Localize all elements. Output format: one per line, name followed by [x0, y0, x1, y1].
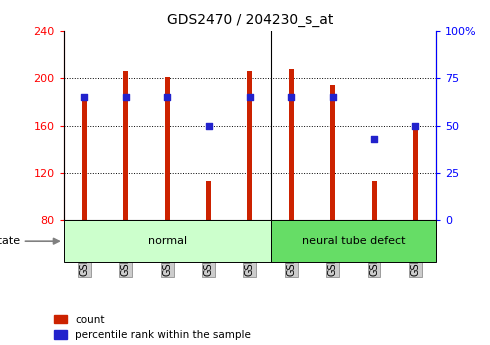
Point [205, 123, 213, 128]
Point [122, 95, 130, 100]
Point [163, 95, 171, 100]
Point [246, 95, 254, 100]
Point [329, 95, 337, 100]
Bar [82, 98, 87, 220]
Bar [165, 77, 170, 220]
Bar [64, 220, 270, 262]
Bar [270, 220, 436, 262]
Bar [413, 129, 418, 220]
Text: disease state: disease state [0, 236, 59, 246]
Bar [123, 71, 128, 220]
Point [412, 123, 419, 128]
Bar [289, 69, 294, 220]
Bar [247, 71, 252, 220]
Bar [206, 181, 211, 220]
Bar [371, 181, 376, 220]
Text: neural tube defect: neural tube defect [301, 236, 405, 246]
Point [80, 95, 88, 100]
Point [370, 136, 378, 141]
Legend: count, percentile rank within the sample: count, percentile rank within the sample [54, 315, 251, 340]
Point [287, 95, 295, 100]
Title: GDS2470 / 204230_s_at: GDS2470 / 204230_s_at [167, 13, 333, 27]
Text: normal: normal [147, 236, 187, 246]
Bar [330, 86, 335, 220]
